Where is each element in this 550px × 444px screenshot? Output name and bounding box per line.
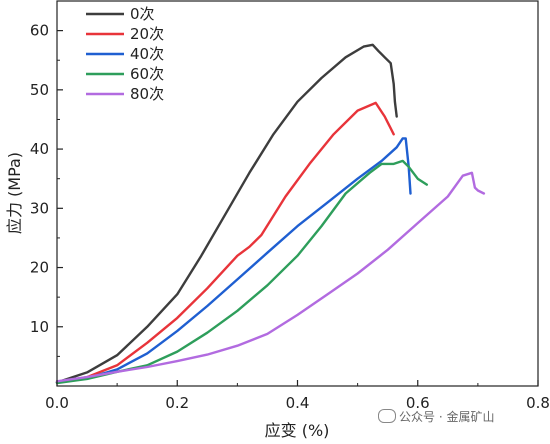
wechat-icon xyxy=(378,409,396,423)
series-line-4 xyxy=(55,171,486,383)
legend-label-3: 60次 xyxy=(130,65,164,83)
series-line-1 xyxy=(55,101,395,384)
y-axis-ticks: 10 20 30 40 50 60 xyxy=(30,22,63,357)
y-tick-label: 30 xyxy=(30,199,49,217)
y-axis-title: 应力 (MPa) xyxy=(5,152,24,234)
x-tick-label: 0.8 xyxy=(526,394,550,412)
series-line-2 xyxy=(55,137,412,384)
x-axis-title: 应变 (%) xyxy=(265,421,330,440)
y-tick-label: 40 xyxy=(30,140,49,158)
watermark-text: 公众号 · 金属矿山 xyxy=(399,410,495,424)
x-tick-label: 0.4 xyxy=(286,394,310,412)
legend: 0次 20次 40次 60次 80次 xyxy=(86,5,164,103)
x-tick-label: 0.6 xyxy=(406,394,430,412)
series-line-3 xyxy=(55,159,428,385)
legend-label-1: 20次 xyxy=(130,25,164,43)
series-line-0 xyxy=(55,43,398,384)
plot-lines xyxy=(55,43,486,385)
x-tick-label: 0.0 xyxy=(45,394,69,412)
x-tick-label: 0.2 xyxy=(165,394,189,412)
x-axis-ticks: 0.0 0.2 0.4 0.6 0.8 xyxy=(45,380,550,412)
legend-label-2: 40次 xyxy=(130,45,164,63)
y-tick-label: 60 xyxy=(30,22,49,40)
y-tick-label: 20 xyxy=(30,259,49,277)
watermark: 公众号 · 金属矿山 xyxy=(378,408,494,425)
legend-label-0: 0次 xyxy=(130,5,155,23)
y-tick-label: 50 xyxy=(30,81,49,99)
legend-label-4: 80次 xyxy=(130,85,164,103)
y-tick-label: 10 xyxy=(30,318,49,336)
